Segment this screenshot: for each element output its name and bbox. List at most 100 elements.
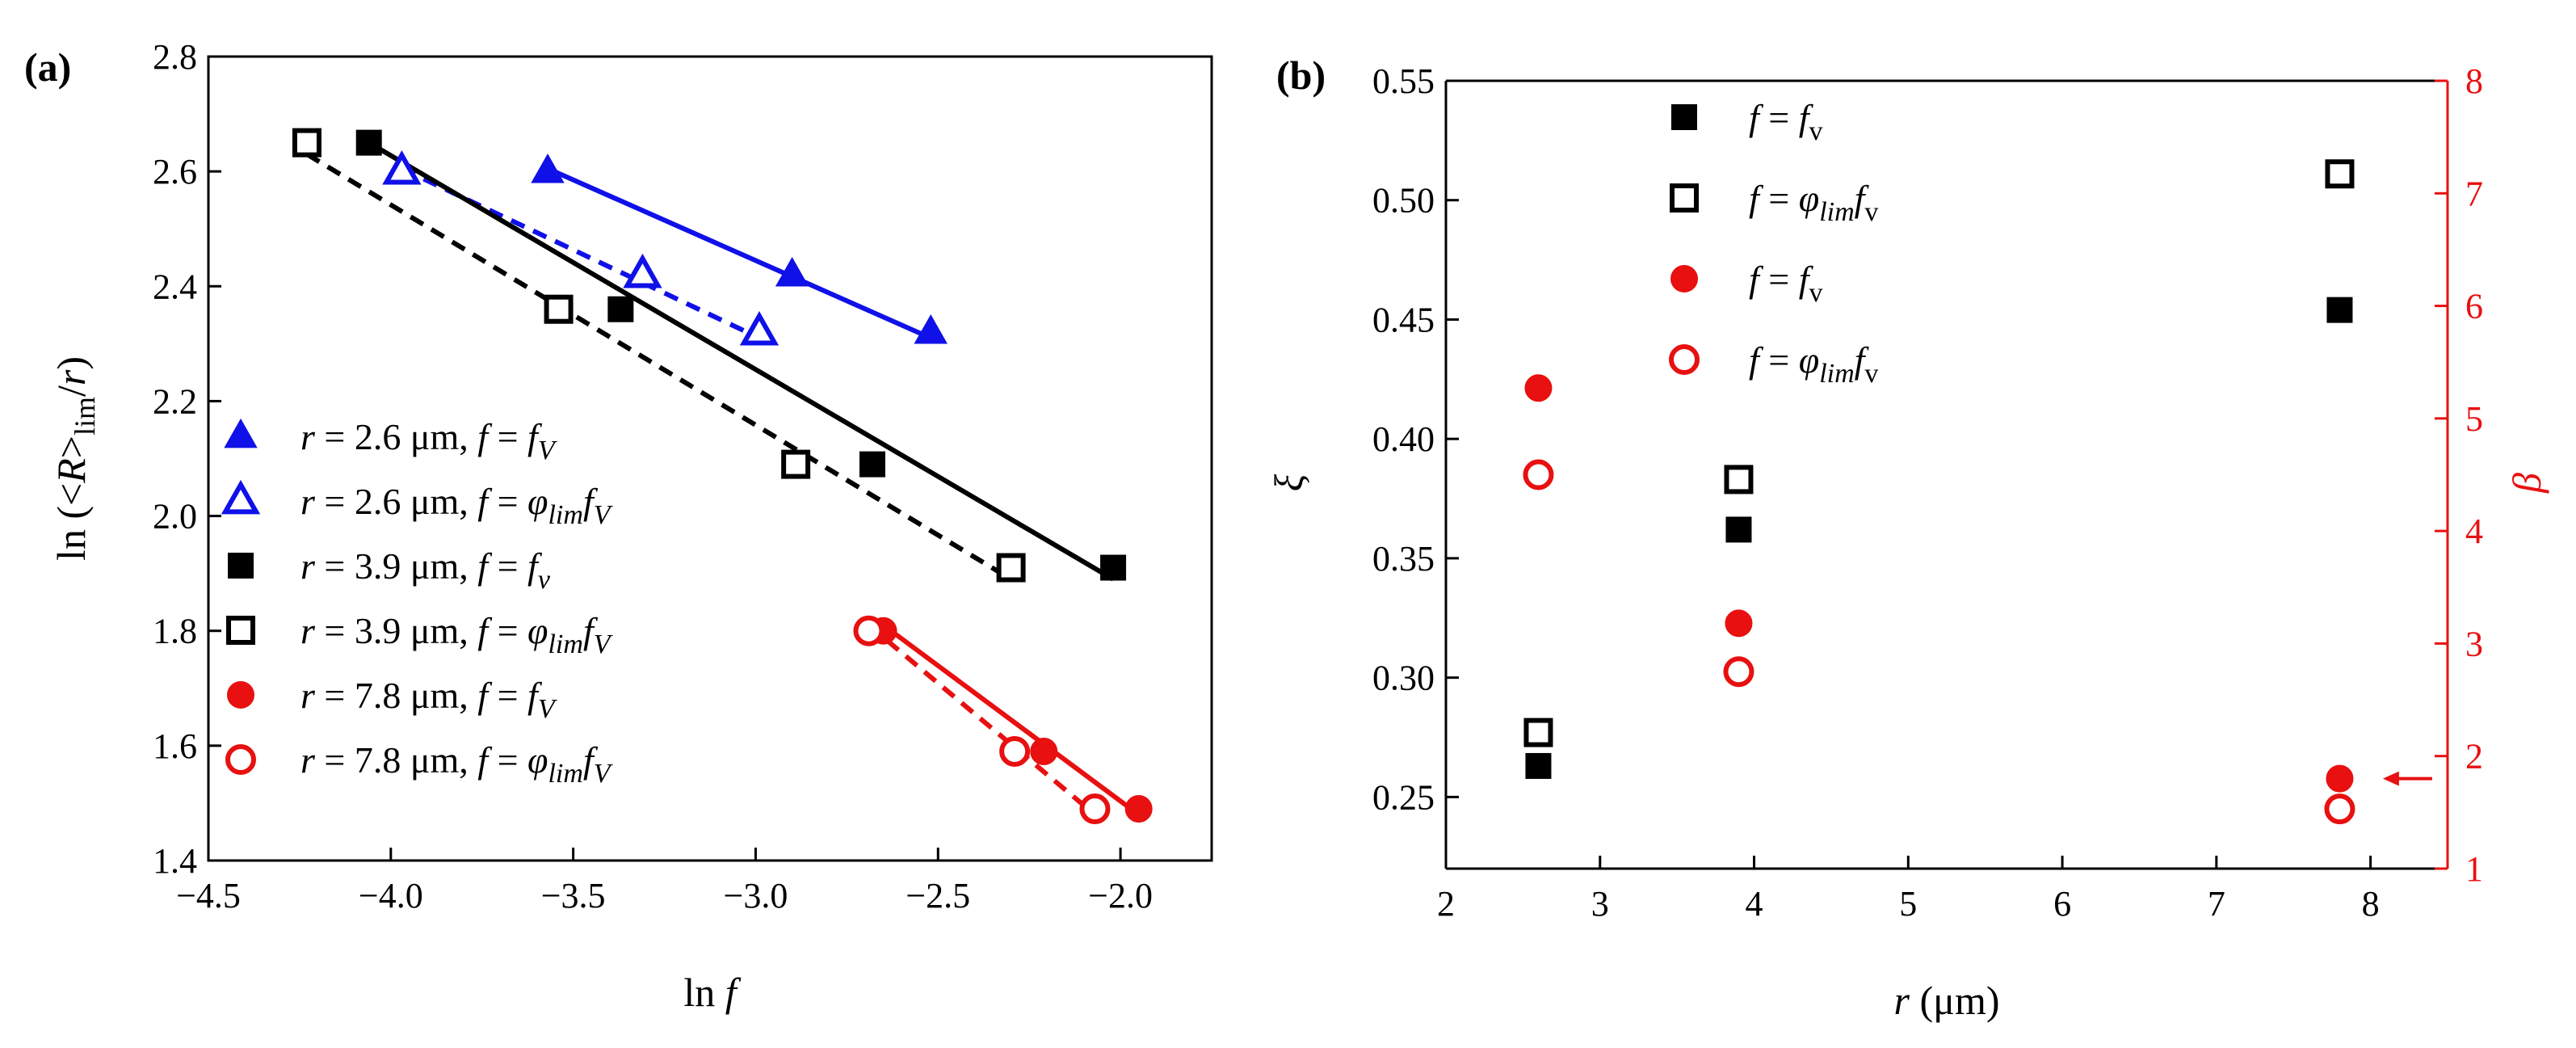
panel-a: −4.5 −4.0 −3.5 −3.0 −2.5 −2.0 1.4 1.6 1.8 2.0 2.2 2… — [24, 37, 1213, 1015]
data-point-series-4 — [292, 128, 321, 158]
legend-label-5: r = 7.8 μm, f = fV — [300, 675, 558, 724]
legend-label-1: f = fv — [1749, 97, 1823, 146]
y-tick-label: 2.8 — [153, 37, 197, 77]
x-tick-label: −2.5 — [906, 876, 970, 915]
data-point-series-4 — [996, 553, 1026, 583]
legend-label-4: f = φlimfv — [1749, 339, 1878, 389]
legend-marker-1 — [1671, 104, 1697, 130]
y-left-tick-label: 0.55 — [1372, 61, 1435, 101]
x-tick-label: 4 — [1746, 884, 1763, 924]
legend-label-2: r = 2.6 μm, f = φlimfV — [300, 481, 614, 530]
y-tick-label: 2.4 — [153, 267, 197, 306]
data-point-series-6 — [999, 735, 1031, 767]
x-axis-label: ln f — [683, 970, 741, 1015]
data-point-series-2 — [2325, 159, 2355, 189]
legend-marker-3 — [1670, 265, 1698, 293]
legend-marker-5 — [227, 681, 254, 709]
y-right-tick-label: 6 — [2465, 287, 2483, 326]
fit-line-series-4 — [305, 152, 1013, 582]
legend-label-4: r = 3.9 μm, f = φlimfV — [300, 610, 614, 659]
y-axis-label: ln (<R>lim/r) — [48, 356, 101, 561]
y-right-tick-label: 7 — [2465, 174, 2483, 213]
x-tick-label: 3 — [1591, 884, 1609, 924]
data-point-series-3 — [1100, 554, 1127, 581]
legend: f = fv f = φlimfv f = fv f = φlimfv — [1669, 97, 1878, 389]
data-point-series-4 — [2324, 793, 2355, 825]
y-left-axis-label: ξ — [1266, 473, 1311, 491]
x-tick-label: 8 — [2362, 884, 2380, 924]
fit-line-series-2 — [401, 166, 761, 340]
x-tick-label: −2.0 — [1088, 876, 1153, 915]
legend-marker-2 — [221, 479, 261, 515]
data-point-series-1 — [2326, 297, 2353, 323]
data-point-series-3 — [355, 129, 382, 156]
fit-line-series-3 — [368, 141, 1115, 582]
x-tick-label: −4.0 — [359, 876, 423, 915]
y-right-tick-label: 3 — [2465, 624, 2483, 663]
data-point-series-2 — [1523, 718, 1553, 747]
plot-frame — [207, 55, 1213, 862]
fit-line-series-6 — [867, 623, 1097, 817]
panel-label: (b) — [1276, 53, 1326, 98]
y-right-tick-label: 1 — [2465, 849, 2483, 889]
data-point-series-2 — [623, 253, 662, 288]
x-tick-label: −3.0 — [724, 876, 788, 915]
y-left-tick-label: 0.30 — [1372, 659, 1435, 698]
data-point-series-3 — [859, 451, 885, 478]
data-point-series-2 — [1724, 465, 1754, 495]
data-point-series-4 — [1523, 459, 1554, 490]
y-tick-label: 1.4 — [153, 841, 197, 881]
fit-line-series-1 — [546, 166, 932, 340]
data-point-series-3 — [1524, 374, 1553, 402]
panel-label: (a) — [24, 44, 71, 90]
y-tick-label: 2.2 — [153, 381, 197, 421]
x-tick-label: 6 — [2053, 884, 2071, 924]
x-tick-label: −4.5 — [176, 876, 241, 915]
y-tick-label: 2.6 — [153, 152, 197, 192]
data-point-series-5 — [1030, 737, 1058, 765]
panel-b: 2 3 4 5 6 7 8 0.25 0.30 0.35 0.40 0.45 0.50 0.55 1 2 3 4 5… — [1266, 53, 2549, 1023]
x-axis-label: r (μm) — [1894, 978, 2000, 1023]
y-left-tick-label: 0.35 — [1372, 539, 1435, 579]
annotation-arrow-head — [2382, 771, 2399, 786]
data-point-series-3 — [2326, 764, 2354, 793]
x-tick-label: 2 — [1437, 884, 1455, 924]
x-tick-label: 5 — [1899, 884, 1917, 924]
y-tick-label: 1.8 — [153, 612, 197, 651]
y-left-tick-label: 0.50 — [1372, 181, 1435, 221]
y-left-tick-label: 0.45 — [1372, 300, 1435, 339]
data-point-series-3 — [607, 296, 634, 322]
data-point-series-4 — [1723, 656, 1754, 688]
y-right-tick-label: 4 — [2465, 511, 2483, 551]
legend-label-1: r = 2.6 μm, f = fV — [300, 416, 558, 465]
data-point-series-1 — [775, 256, 809, 287]
y-right-tick-label: 5 — [2465, 399, 2483, 439]
y-left-tick-label: 0.40 — [1372, 419, 1435, 459]
data-point-series-4 — [781, 449, 811, 479]
data-point-series-5 — [1124, 795, 1153, 823]
y-right-axis-label: β — [2504, 473, 2549, 494]
legend-marker-4 — [226, 616, 255, 645]
data-point-series-6 — [853, 615, 885, 646]
data-point-series-2 — [382, 150, 422, 185]
legend-marker-3 — [228, 553, 254, 579]
legend-marker-1 — [224, 418, 258, 448]
legend-label-6: r = 7.8 μm, f = φlimfV — [300, 739, 614, 789]
legend-marker-6 — [225, 744, 256, 775]
data-point-series-1 — [914, 314, 948, 344]
data-point-series-1 — [1725, 516, 1752, 543]
data-point-series-1 — [531, 154, 565, 183]
legend-label-3: r = 3.9 μm, f = fv — [300, 545, 551, 595]
legend-marker-2 — [1670, 183, 1699, 213]
x-tick-label: −3.5 — [541, 876, 606, 915]
legend-label-3: f = fv — [1749, 259, 1823, 308]
data-point-series-6 — [1079, 793, 1111, 825]
fit-line-series-5 — [881, 623, 1141, 817]
legend-label-2: f = φlimfv — [1749, 178, 1878, 227]
legend-marker-4 — [1669, 344, 1700, 375]
data-point-series-1 — [1525, 752, 1552, 779]
x-tick-label: 7 — [2208, 884, 2225, 924]
y-left-tick-label: 0.25 — [1372, 777, 1435, 817]
y-right-tick-label: 2 — [2465, 737, 2483, 777]
